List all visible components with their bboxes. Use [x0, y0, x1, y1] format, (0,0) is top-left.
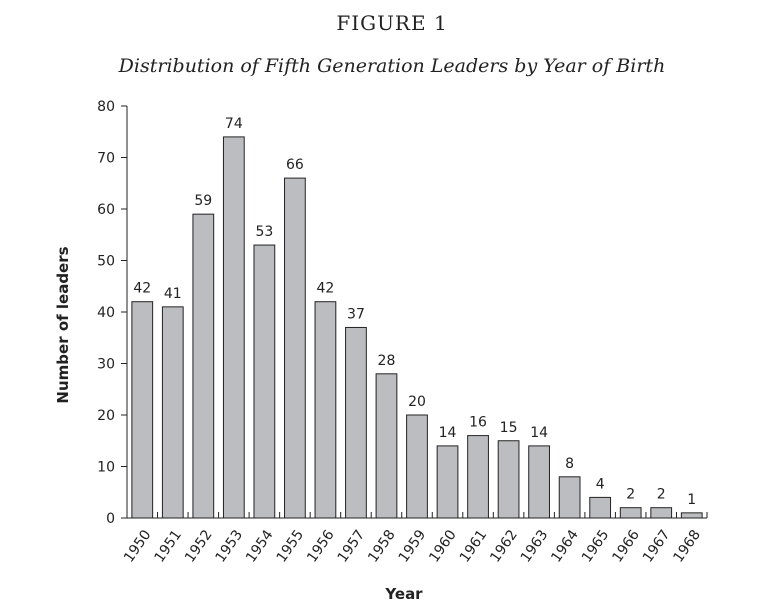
- y-tick-label: 70: [97, 151, 115, 167]
- x-tick-label-1966: 1966: [609, 527, 643, 565]
- data-label-1950: 42: [133, 281, 151, 297]
- data-label-1967: 2: [657, 487, 666, 503]
- data-label-1958: 28: [378, 353, 396, 369]
- data-label-1956: 42: [317, 281, 335, 297]
- y-axis-title: Number of leaders: [54, 246, 72, 403]
- data-label-1964: 8: [565, 456, 574, 472]
- bar-1958: [375, 373, 398, 519]
- data-label-1965: 4: [596, 476, 605, 492]
- y-tick-label: 60: [97, 202, 115, 218]
- y-tick-label: 50: [97, 254, 115, 270]
- bar-1964: [558, 476, 581, 519]
- x-tick-label-1958: 1958: [365, 527, 399, 565]
- bar-1956: [314, 301, 337, 519]
- data-label-1966: 2: [626, 487, 635, 503]
- x-tick-label-1960: 1960: [426, 527, 460, 565]
- x-tick-label-1955: 1955: [274, 527, 308, 565]
- x-axis: 1950195119521953195419551956195719581959…: [121, 512, 708, 565]
- x-tick-label-1957: 1957: [335, 527, 369, 565]
- x-tick-label-1965: 1965: [579, 527, 613, 565]
- x-tick-label-1952: 1952: [182, 527, 216, 565]
- bar-1968: [680, 512, 703, 519]
- data-label-1955: 66: [286, 157, 304, 173]
- figure-label: FIGURE 1: [336, 11, 447, 35]
- data-label-1954: 53: [255, 224, 273, 240]
- x-tick-label-1953: 1953: [213, 527, 247, 565]
- x-tick-label-1959: 1959: [396, 527, 430, 565]
- bar-1965: [589, 496, 612, 519]
- data-label-1968: 1: [687, 492, 696, 508]
- x-tick-label-1956: 1956: [304, 527, 338, 565]
- y-tick-label: 80: [97, 99, 115, 115]
- x-tick-label-1951: 1951: [152, 527, 186, 565]
- x-tick-label-1954: 1954: [243, 527, 277, 565]
- x-tick-label-1964: 1964: [548, 527, 582, 565]
- bar-1953: [222, 136, 245, 519]
- data-label-1951: 41: [164, 286, 182, 302]
- data-label-1963: 14: [530, 425, 548, 441]
- bar-1966: [619, 507, 642, 519]
- data-label-1961: 16: [469, 415, 487, 431]
- x-tick-label-1968: 1968: [670, 527, 704, 565]
- data-label-1957: 37: [347, 306, 365, 322]
- x-tick-label-1950: 1950: [121, 527, 155, 565]
- y-axis: 0 10 20 30 40 50 60 70 80: [97, 99, 128, 527]
- bar-1960: [436, 445, 459, 519]
- bar-1959: [406, 414, 428, 519]
- bar-1951: [161, 306, 184, 519]
- y-tick-label: 40: [97, 305, 115, 321]
- data-label-1962: 15: [500, 420, 518, 436]
- data-label-1952: 59: [194, 193, 212, 209]
- x-axis-title: Year: [384, 585, 423, 603]
- data-label-1959: 20: [408, 394, 426, 410]
- y-tick-label: 0: [106, 511, 115, 527]
- x-tick-label-1961: 1961: [457, 527, 491, 565]
- y-tick-label: 20: [97, 408, 115, 424]
- bar-1967: [650, 507, 673, 519]
- x-tick-label-1967: 1967: [640, 527, 674, 565]
- bar-1957: [345, 326, 367, 519]
- bar-1961: [467, 435, 489, 519]
- bar-1954: [253, 244, 276, 519]
- data-label-1960: 14: [439, 425, 457, 441]
- x-tick-label-1962: 1962: [487, 527, 521, 565]
- y-tick-label: 30: [97, 357, 115, 373]
- bar-1952: [192, 213, 215, 519]
- bars-group: [131, 136, 703, 519]
- bar-1962: [497, 440, 520, 519]
- y-tick-label: 10: [97, 460, 115, 476]
- bar-1950: [131, 301, 154, 519]
- x-tick-label-1963: 1963: [518, 527, 552, 565]
- chart-title: Distribution of Fifth Generation Leaders…: [118, 55, 666, 77]
- data-label-1953: 74: [225, 116, 243, 132]
- bar-1955: [284, 177, 306, 519]
- bar-1963: [528, 445, 550, 519]
